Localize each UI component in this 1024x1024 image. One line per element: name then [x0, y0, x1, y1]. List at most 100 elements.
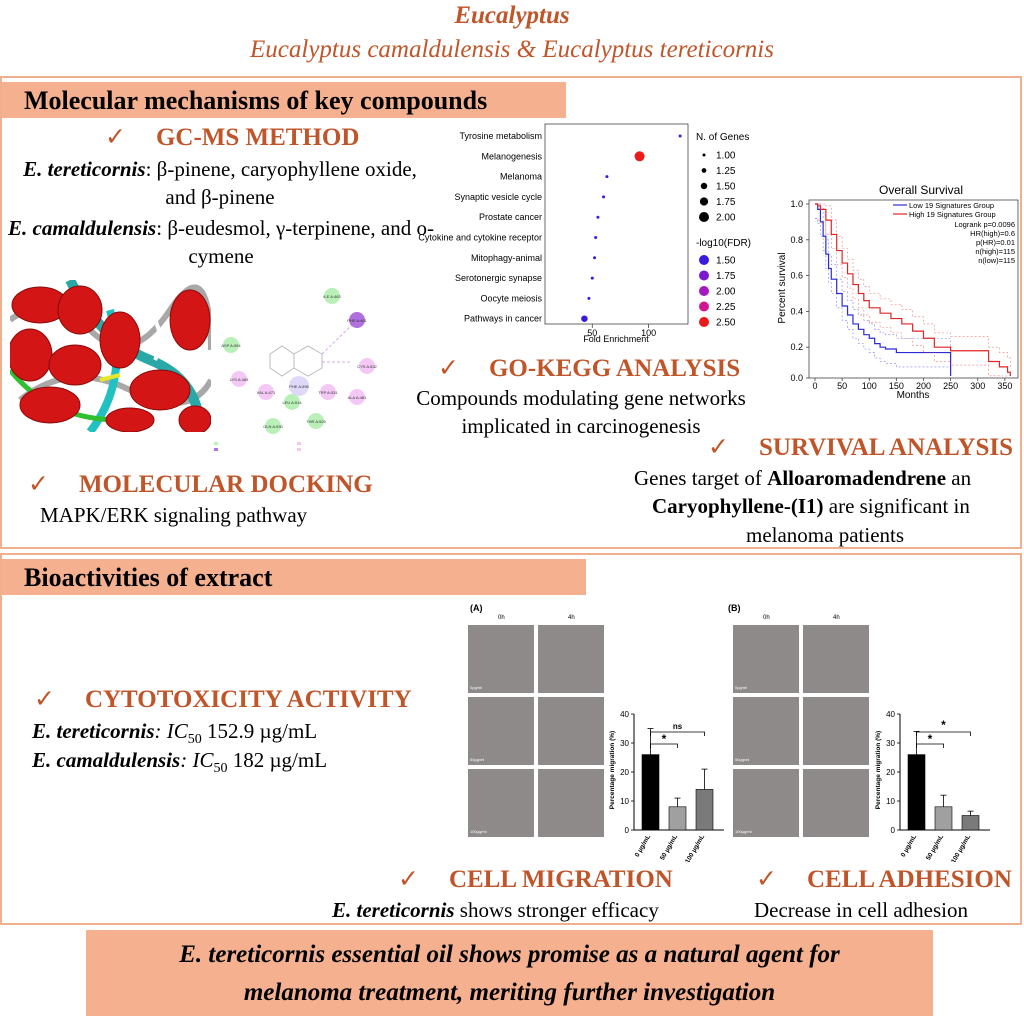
- camaldulensis-name: E. camaldulensis: [8, 216, 157, 240]
- kegg-pathway-label: Melanogenesis: [481, 151, 542, 161]
- kegg-pathway-label: Serotonergic synapse: [455, 273, 542, 283]
- kegg-point: [602, 195, 606, 199]
- bar: [907, 754, 926, 831]
- check-icon: ✓: [105, 124, 126, 151]
- tereticornis-ic-value: 152.9 µg/mL: [201, 719, 318, 743]
- residue-label: LEU A:514: [282, 400, 302, 405]
- survival-ytick-label: 1.0: [790, 199, 803, 209]
- wound-photo: [468, 769, 534, 837]
- ic-sub: 50: [187, 732, 202, 748]
- survival-xtick-label: 0: [812, 381, 817, 391]
- wound-photo: [538, 625, 604, 693]
- survival-ytick-label: 0.8: [790, 235, 803, 245]
- residue-label: GLN A:530: [263, 424, 283, 429]
- kegg-point: [581, 315, 588, 322]
- gokegg-text: Compounds modulating gene networks impli…: [416, 386, 746, 438]
- survival-ytick-label: 0.6: [790, 271, 803, 281]
- significance-bracket: [650, 731, 705, 736]
- survival-ylabel: Percent survival: [777, 252, 788, 323]
- gokegg-heading: ✓ GO-KEGG ANALYSIS: [438, 353, 740, 383]
- kegg-color-legend-dot: [699, 270, 709, 281]
- camaldulensis-compounds: : β-eudesmol, γ-terpinene, and o-cymene: [156, 216, 434, 268]
- bar-ytick-label: 40: [620, 710, 629, 719]
- wound-photo: [733, 625, 799, 693]
- gcms-camaldulensis: E. camaldulensis: β-eudesmol, γ-terpinen…: [6, 214, 436, 270]
- adhesion-bar-chart: 0 10 20 30 40 Percentage migration (%) 0 µg/mL…: [875, 710, 990, 862]
- survival-stat: p(HR)=0.01: [976, 238, 1015, 247]
- survival-text-3: are significant in: [823, 494, 970, 518]
- survival-text-2: an: [946, 466, 972, 490]
- bar-category-label: 0 µg/mL: [634, 833, 652, 858]
- bar: [668, 806, 687, 831]
- kegg-size-legend-dot: [700, 182, 708, 190]
- bar-category-label: 50 µg/mL: [659, 833, 679, 861]
- survival-ytick-label: 0.2: [790, 342, 803, 352]
- significance-bracket: [916, 731, 971, 736]
- residue-label: ILE A:463: [323, 294, 341, 299]
- dose-label: 50µg/ml: [470, 757, 485, 762]
- tereticornis-name: E. tereticornis: [32, 719, 155, 743]
- residue-label: CYS A:532: [357, 364, 377, 369]
- bar-ytick-label: 10: [620, 797, 629, 806]
- survival-text-1: Genes target of: [634, 466, 768, 490]
- bar-ytick-label: 30: [886, 739, 895, 748]
- residue-label: LYS A:483: [230, 377, 249, 382]
- kegg-dot-plot: Tyrosine metabolism Melanogenesis Melanoma…: [418, 123, 751, 344]
- tereticornis-name: E. tereticornis: [332, 898, 455, 922]
- kegg-color-legend-label: 1.50: [716, 256, 736, 267]
- migration-photo-grid: 0h 4h 0µg/ml 50µg/ml 100µg/ml: [468, 615, 604, 837]
- check-icon: ✓: [708, 434, 729, 461]
- survival-curve: [815, 203, 1011, 376]
- bar: [695, 789, 714, 831]
- wound-photo: [733, 697, 799, 765]
- kegg-size-legend-dot: [702, 153, 706, 157]
- kegg-color-legend-dot: [699, 255, 709, 265]
- bar-category-label: 100 µg/mL: [684, 833, 706, 862]
- kegg-xlabel: Fold Enrichment: [583, 334, 649, 344]
- kegg-pathway-label: Tyrosine metabolism: [459, 131, 542, 141]
- kegg-point: [593, 256, 597, 260]
- tereticornis-name: E. tereticornis: [23, 157, 146, 181]
- gcms-heading: ✓ GC-MS METHOD: [105, 122, 359, 152]
- significance-bracket: [650, 743, 678, 748]
- survival-compound-1: Alloaromadendrene: [767, 466, 947, 490]
- kegg-point: [590, 276, 594, 280]
- migration-text-rest: shows stronger efficacy: [454, 898, 659, 922]
- kegg-point: [678, 134, 682, 138]
- bar-category-label: 100 µg/mL: [950, 833, 972, 862]
- residue-label: TRP A:531: [318, 390, 338, 395]
- bar-ylabel: Percentage migration (%): [875, 731, 882, 809]
- bar-ylabel: Percentage migration (%): [609, 731, 616, 809]
- significance-label: *: [928, 732, 933, 746]
- bar-ytick-label: 30: [620, 739, 629, 748]
- kegg-size-legend-label: 1.50: [716, 182, 736, 193]
- wound-photo: [538, 697, 604, 765]
- kegg-xtick-label: 50: [587, 328, 597, 338]
- kegg-color-legend-dot: [699, 317, 709, 327]
- survival-xtick-label: 300: [970, 381, 985, 391]
- time-label: 4h: [833, 615, 840, 621]
- interaction-diagram: ILE A:463 PHE A:461 ASP A:594 CYS A:532 …: [214, 288, 378, 451]
- kegg-color-legend-label: 2.00: [716, 287, 736, 298]
- survival-plot: Overall Survival 0 50 100 150 200 250 300 350 0.…: [777, 183, 1019, 400]
- survival-title: Overall Survival: [879, 183, 963, 197]
- migration-heading-text: CELL MIGRATION: [448, 866, 673, 893]
- wound-photo: [803, 697, 869, 765]
- survival-legend-label: High 19 Signatures Group: [909, 210, 996, 219]
- bio-header: Bioactivities of extract: [2, 559, 586, 595]
- significance-label: *: [941, 718, 946, 732]
- kegg-plot-area: [544, 123, 689, 325]
- kegg-pathway-label: Mitophagy-animal: [471, 253, 542, 263]
- survival-ci-lower: [815, 218, 951, 376]
- survival-ci-lower: [815, 218, 1011, 377]
- kegg-point: [605, 175, 609, 179]
- protein-structure-image: [10, 280, 211, 432]
- kegg-pathway-label: Prostate cancer: [479, 212, 542, 222]
- cyto-camaldulensis: E. camaldulensis: IC50 182 µg/mL: [32, 746, 327, 783]
- wound-photo: [733, 769, 799, 837]
- migration-text: E. tereticornis shows stronger efficacy: [332, 896, 659, 924]
- adhesion-text: Decrease in cell adhesion: [754, 898, 968, 922]
- significance-label: *: [662, 732, 667, 746]
- survival-xtick-label: 100: [862, 381, 877, 391]
- docking-text: MAPK/ERK signaling pathway: [40, 503, 308, 527]
